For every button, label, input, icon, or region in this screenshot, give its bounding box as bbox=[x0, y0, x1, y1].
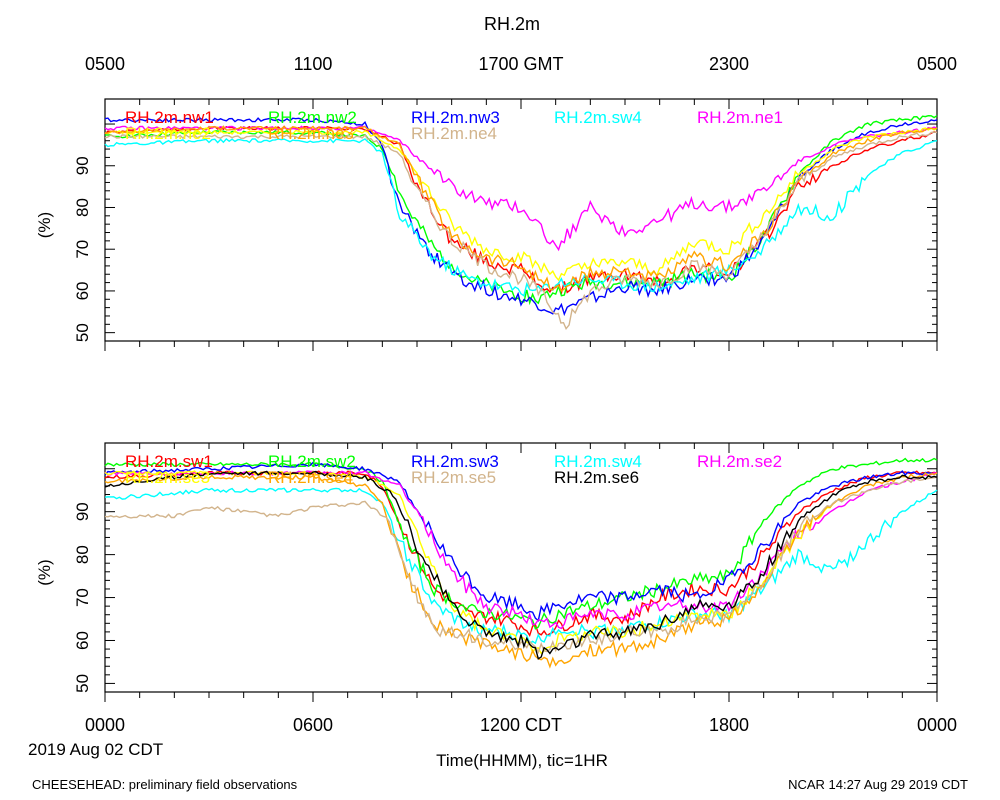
legend-entry: RH.2m.sw1 bbox=[125, 452, 213, 471]
y-axis-label: (%) bbox=[35, 212, 54, 238]
series-line-RH-2m-sw2 bbox=[104, 457, 938, 630]
y-tick-label: 70 bbox=[73, 240, 92, 259]
bottom-tick-label: 0000 bbox=[917, 715, 957, 735]
series-line-RH-2m-sw4 bbox=[104, 138, 938, 297]
legend-entry: RH.2m.ne4 bbox=[411, 124, 497, 143]
bottom-tick-label: 1200 CDT bbox=[480, 715, 562, 735]
x-axis-label: Time(HHMM), tic=1HR bbox=[436, 751, 608, 770]
legend-entry: RH.2m.se2 bbox=[697, 452, 782, 471]
series-line-RH-2m-se4 bbox=[104, 471, 938, 669]
series-line-RH-2m-nw3 bbox=[104, 117, 938, 317]
y-axis-label: (%) bbox=[35, 559, 54, 585]
top-tick-label: 0500 bbox=[917, 54, 957, 74]
series-line-RH-2m-se6 bbox=[104, 470, 938, 660]
top-tick-label: 1100 bbox=[294, 54, 333, 74]
top-tick-label: 0500 bbox=[85, 54, 125, 74]
y-tick-label: 90 bbox=[73, 156, 92, 175]
series-line-RH-2m-ne4 bbox=[104, 131, 938, 331]
top-tick-label: 2300 bbox=[709, 54, 749, 74]
series-line-RH-2m-ne3 bbox=[104, 125, 938, 293]
bottom-tick-label: 0000 bbox=[85, 715, 125, 735]
y-tick-label: 60 bbox=[73, 281, 92, 300]
footer-right: NCAR 14:27 Aug 29 2019 CDT bbox=[788, 777, 968, 792]
panel-top: 50 60 70 80 90 (%) RH.2m.nw1 RH.2m.nw2 RH.2m.nw3… bbox=[35, 98, 938, 351]
y-tick-label: 80 bbox=[73, 545, 92, 564]
legend-entry: RH.2m.sw4 bbox=[554, 108, 642, 127]
legend-entry: RH.2m.se5 bbox=[411, 468, 496, 487]
bottom-tick-label: 0600 bbox=[293, 715, 333, 735]
legend-entry: RH.2m.se4 bbox=[268, 468, 353, 487]
bottom-tick-label: 1800 bbox=[709, 715, 749, 735]
bottom-axis-tick-labels: 0000 0600 1200 CDT 1800 0000 bbox=[85, 715, 957, 735]
legend-entry: RH.2m.se6 bbox=[554, 468, 639, 487]
series-line-RH-2m-se5 bbox=[104, 476, 938, 655]
y-tick-label: 90 bbox=[73, 502, 92, 521]
legend-entry: RH.2m.nw3 bbox=[411, 108, 500, 127]
series-line-RH-2m-nw2 bbox=[104, 114, 938, 306]
series-line-RH-2m-sw3 bbox=[104, 461, 938, 622]
legend-entry: RH.2m.sw3 bbox=[411, 452, 499, 471]
legend-entry: RH.2m.se3 bbox=[125, 468, 210, 487]
footer-left: CHEESEHEAD: preliminary field observatio… bbox=[32, 777, 298, 792]
series-line-RH-2m-ne1 bbox=[104, 125, 938, 252]
y-tick-label: 80 bbox=[73, 198, 92, 217]
chart-title: RH.2m bbox=[484, 14, 540, 34]
legend-entry: RH.2m.ne1 bbox=[697, 108, 783, 127]
panel-bottom: 50 60 70 80 90 (%) RH.2m.sw1 RH.2m.sw2 RH.2m.sw3… bbox=[35, 442, 938, 702]
legend-entry: RH.2m.sw2 bbox=[268, 452, 356, 471]
legend-entry: RH.2m.ne3 bbox=[268, 124, 354, 143]
legend-entry: RH.2m.sw4 bbox=[554, 452, 642, 471]
y-tick-label: 50 bbox=[73, 674, 92, 693]
series-line-RH-2m-ne2 bbox=[104, 127, 938, 282]
legend-entry: RH.2m.nw1 bbox=[125, 108, 214, 127]
legend-entry: RH.2m.nw2 bbox=[268, 108, 357, 127]
y-tick-label: 60 bbox=[73, 631, 92, 650]
top-tick-label: 1700 GMT bbox=[478, 54, 563, 74]
date-label: 2019 Aug 02 CDT bbox=[28, 740, 163, 759]
legend-entry: RH.2m.ne2 bbox=[125, 124, 211, 143]
plot-frame bbox=[104, 442, 938, 693]
top-axis-tick-labels: 0500 1100 1700 GMT 2300 0500 bbox=[85, 54, 957, 74]
y-tick-label: 50 bbox=[73, 323, 92, 342]
series-line-RH-2m-sw4 bbox=[104, 487, 938, 645]
y-tick-label: 70 bbox=[73, 588, 92, 607]
